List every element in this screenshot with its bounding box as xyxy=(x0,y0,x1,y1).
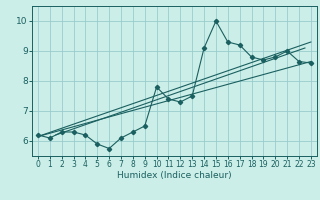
X-axis label: Humidex (Indice chaleur): Humidex (Indice chaleur) xyxy=(117,171,232,180)
